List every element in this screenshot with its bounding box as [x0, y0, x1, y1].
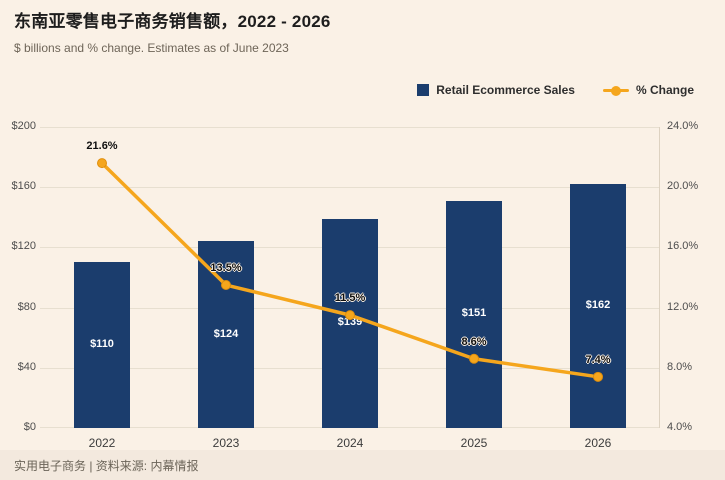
y-axis-label-right: 16.0% — [667, 240, 699, 253]
bar-value-label-2023: $124 — [213, 327, 239, 340]
y-axis-label-right: 12.0% — [667, 300, 699, 313]
y-axis-label-left: $40 — [17, 360, 36, 373]
y-axis-label-right: 4.0% — [667, 421, 693, 433]
bar-value-label-2024: $139 — [337, 316, 363, 329]
footer-source: 实用电子商务 | 资料来源: 内幕情报 — [14, 459, 199, 473]
legend-label: % Change — [635, 83, 694, 97]
y-axis-label-left: $120 — [11, 240, 36, 253]
y-axis-label-right: 24.0% — [667, 120, 699, 132]
y-axis-label-right: 8.0% — [667, 360, 693, 373]
bar-2023 — [198, 241, 254, 428]
pct-change-label-2024: 11.5% — [334, 292, 366, 305]
pct-change-point-2022 — [97, 158, 107, 169]
footer-band — [0, 450, 725, 480]
y-axis-label-left: $200 — [11, 120, 36, 132]
bar-2025 — [446, 200, 502, 428]
y-axis-label-left: $160 — [11, 180, 36, 193]
legend-item-pct-change: % Change — [602, 83, 694, 97]
bar-2026 — [570, 184, 626, 428]
legend: Retail Ecommerce Sales % Change — [417, 83, 694, 97]
pct-change-point-2026 — [593, 371, 603, 382]
x-axis-label-2026: 2026 — [584, 436, 612, 450]
chart-title: 东南亚零售电子商务销售额，2022 - 2026 — [14, 12, 331, 31]
pct-change-point-2025 — [469, 353, 479, 364]
pct-change-label-2025: 8.6% — [461, 335, 487, 348]
line-swatch-dot — [610, 85, 621, 96]
pct-change-point-2023 — [221, 280, 231, 291]
x-axis-label-2022: 2022 — [88, 436, 116, 450]
legend-label: Retail Ecommerce Sales — [436, 83, 575, 97]
gridline — [40, 187, 659, 189]
pct-change-line — [97, 158, 603, 382]
pct-change-point-2024 — [345, 310, 355, 321]
x-axis-label-2023: 2023 — [212, 436, 240, 450]
x-axis-label-2025: 2025 — [460, 436, 488, 450]
plot-area: $0 4.0% $40 8.0% $80 12.0% $120 16.0% $160 20.0% $… — [12, 120, 699, 450]
pct-change-label-2023: 13.5% — [210, 262, 242, 275]
bar-swatch-icon — [417, 84, 430, 96]
bar-value-label-2022: $110 — [90, 338, 114, 351]
y-axis-label-left: $0 — [23, 421, 36, 433]
pct-change-label-2026: 7.4% — [585, 353, 611, 366]
bar-value-label-2026: $162 — [585, 299, 611, 312]
legend-item-retail-ecommerce-sales: Retail Ecommerce Sales — [417, 83, 575, 97]
gridline — [40, 127, 659, 128]
y-axis-label-left: $80 — [17, 300, 36, 313]
bar-value-label-2025: $151 — [461, 307, 487, 320]
y-axis-label-right: 20.0% — [667, 180, 699, 193]
pct-change-label-2022: 21.6% — [86, 140, 118, 153]
bar-2022 — [74, 262, 130, 428]
x-axis-label-2024: 2024 — [336, 436, 364, 450]
chart-subtitle: $ billions and % change. Estimates as of… — [14, 41, 289, 55]
line-swatch-icon — [602, 84, 629, 97]
